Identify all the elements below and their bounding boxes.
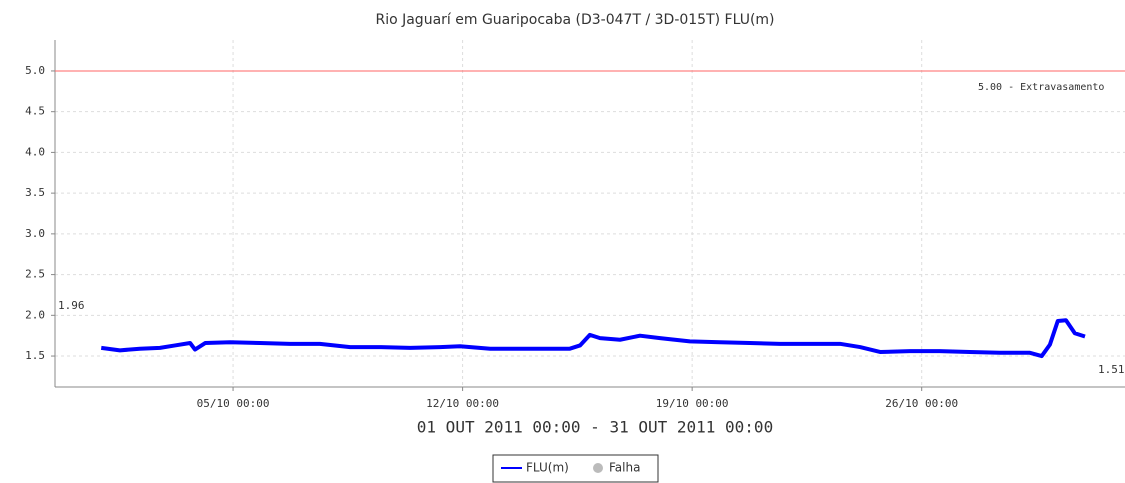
y-tick-label: 4.5 [25,105,45,118]
threshold-label: 5.00 - Extravasamento [978,82,1104,93]
y-tick-label: 2.0 [25,308,45,321]
x-tick-label: 05/10 00:00 [197,397,270,410]
x-tick-label: 26/10 00:00 [885,397,958,410]
y-tick-label: 1.5 [25,349,45,362]
x-tick-label: 19/10 00:00 [656,397,729,410]
y-tick-label: 3.5 [25,186,45,199]
y-tick-label: 4.0 [25,145,45,158]
legend-marker [593,463,603,473]
chart-title: Rio Jaguarí em Guaripocaba (D3-047T / 3D… [375,12,774,28]
legend-label: Falha [609,461,640,475]
min-label: 1.51 [1098,363,1125,376]
data-line [100,318,1086,359]
y-tick-label: 2.5 [25,268,45,281]
x-tick-label: 12/10 00:00 [426,397,499,410]
y-tick-label: 5.0 [25,64,45,77]
subtitle: 01 OUT 2011 00:00 - 31 OUT 2011 00:00 [417,418,773,437]
legend-label: FLU(m) [526,461,569,475]
max-label: 1.96 [58,299,85,312]
y-tick-label: 3.0 [25,227,45,240]
